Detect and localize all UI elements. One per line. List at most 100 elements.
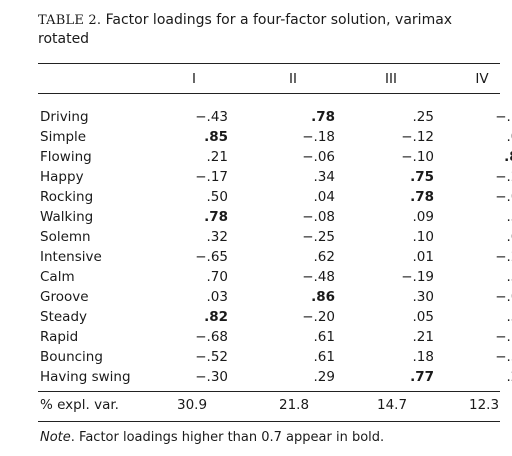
loading-cell: −.52	[195, 349, 228, 365]
table-title: Factor loadings for a four-factor soluti…	[38, 12, 453, 47]
loading-cell: −.30	[195, 369, 228, 385]
loading-cell: .05	[412, 309, 434, 325]
loading-cell: .61	[313, 329, 335, 345]
loading-cell: .75	[410, 169, 434, 185]
table-row: Flowing .21 −.06 −.10 .86	[38, 147, 512, 167]
column-header-4: IV	[475, 71, 489, 87]
row-label: Rocking	[40, 189, 94, 205]
table-row: Simple .85 −.18 −.12 .08	[38, 127, 512, 147]
loading-cell: −.06	[302, 149, 335, 165]
loading-cell: .34	[506, 269, 512, 285]
loading-cell: .70	[206, 269, 228, 285]
table-row: Having swing −.30 .29 .77 .22	[38, 367, 512, 387]
table-row: Rocking .50 .04 .78 −.01	[38, 187, 512, 207]
loading-cell: .30	[506, 209, 512, 225]
table-row: Driving −.43 .78 .25 −.12	[38, 107, 512, 127]
body-rule	[38, 391, 500, 392]
note-lead: Note	[40, 430, 71, 445]
header-rule	[38, 93, 500, 94]
table-row: Solemn .32 −.25 .10 .62	[38, 227, 512, 247]
table-row: Happy −.17 .34 .75 −.23	[38, 167, 512, 187]
bottom-rule	[38, 421, 500, 422]
row-label: Intensive	[40, 249, 102, 265]
loading-cell: .30	[412, 289, 434, 305]
column-header-row: I II III IV	[38, 69, 500, 89]
row-label: Bouncing	[40, 349, 103, 365]
explained-variance-row: % expl. var. 30.9 21.8 14.7 12.3	[38, 395, 500, 415]
loading-cell: −.12	[401, 129, 434, 145]
table-row: Groove .03 .86 .30 −.07	[38, 287, 512, 307]
row-label: Having swing	[40, 369, 131, 385]
row-label: Calm	[40, 269, 75, 285]
loading-cell: .01	[412, 249, 434, 265]
loading-cell: .86	[311, 289, 335, 305]
loading-cell: −.01	[495, 189, 512, 205]
loading-cell: −.07	[495, 289, 512, 305]
loading-cell: .78	[311, 109, 335, 125]
loading-cell: .78	[204, 209, 228, 225]
table-row: Steady .82 −.20 .05 .33	[38, 307, 512, 327]
table-row: Rapid −.68 .61 .21 −.13	[38, 327, 512, 347]
table-row: Bouncing −.52 .61 .18 −.30	[38, 347, 512, 367]
loading-cell: .21	[412, 329, 434, 345]
loading-cell: −.43	[195, 109, 228, 125]
loading-cell: .82	[204, 309, 228, 325]
top-rule	[38, 63, 500, 64]
loading-cell: −.30	[495, 349, 512, 365]
row-label: Walking	[40, 209, 94, 225]
column-header-1: I	[192, 71, 196, 87]
row-label: Steady	[40, 309, 87, 325]
loading-cell: −.23	[495, 169, 512, 185]
loading-cell: .22	[506, 369, 512, 385]
loading-cell: .78	[410, 189, 434, 205]
note-text: . Factor loadings higher than 0.7 appear…	[70, 430, 385, 445]
loading-cell: .18	[412, 349, 434, 365]
loading-cell: −.19	[401, 269, 434, 285]
loading-cell: .21	[206, 149, 228, 165]
loading-cell: .50	[206, 189, 228, 205]
column-header-3: III	[385, 71, 397, 87]
loading-cell: .61	[313, 349, 335, 365]
loading-cell: .10	[412, 229, 434, 245]
loading-cell: −.10	[401, 149, 434, 165]
table-row: Walking .78 −.08 .09 .30	[38, 207, 512, 227]
explained-variance-4: 12.3	[469, 397, 500, 413]
loading-cell: .03	[206, 289, 228, 305]
loading-cell: −.18	[302, 129, 335, 145]
table-row: Calm .70 −.48 −.19 .34	[38, 267, 512, 287]
row-label: Happy	[40, 169, 84, 185]
loading-cell: .34	[313, 169, 335, 185]
loading-cell: −.13	[495, 329, 512, 345]
loading-cell: −.48	[302, 269, 335, 285]
row-label: Groove	[40, 289, 89, 305]
table-caption: TABLE 2. Factor loadings for a four-fact…	[38, 11, 500, 48]
loading-cell: .08	[506, 129, 512, 145]
loading-cell: −.08	[302, 209, 335, 225]
row-label: Solemn	[40, 229, 91, 245]
loading-cell: .77	[410, 369, 434, 385]
loading-cell: .85	[204, 129, 228, 145]
table-row: Intensive −.65 .62 .01 −.24	[38, 247, 512, 267]
loading-cell: .09	[412, 209, 434, 225]
table-number: TABLE 2.	[38, 13, 102, 28]
loading-cell: .86	[504, 149, 512, 165]
explained-variance-3: 14.7	[377, 397, 408, 413]
column-header-2: II	[289, 71, 297, 87]
loading-cell: −.12	[495, 109, 512, 125]
loading-cell: .62	[313, 249, 335, 265]
loading-cell: −.65	[195, 249, 228, 265]
loading-cell: −.25	[302, 229, 335, 245]
row-label: Simple	[40, 129, 87, 145]
loading-cell: −.20	[302, 309, 335, 325]
explained-variance-label: % expl. var.	[40, 397, 119, 413]
explained-variance-2: 21.8	[279, 397, 310, 413]
loading-cell: −.17	[195, 169, 228, 185]
loading-cell: −.68	[195, 329, 228, 345]
loading-cell: .32	[206, 229, 228, 245]
loading-cell: −.24	[495, 249, 512, 265]
loading-cell: .04	[313, 189, 335, 205]
loading-cell: .25	[412, 109, 434, 125]
row-label: Rapid	[40, 329, 79, 345]
table-note: Note. Factor loadings higher than 0.7 ap…	[40, 429, 384, 447]
row-label: Flowing	[40, 149, 92, 165]
